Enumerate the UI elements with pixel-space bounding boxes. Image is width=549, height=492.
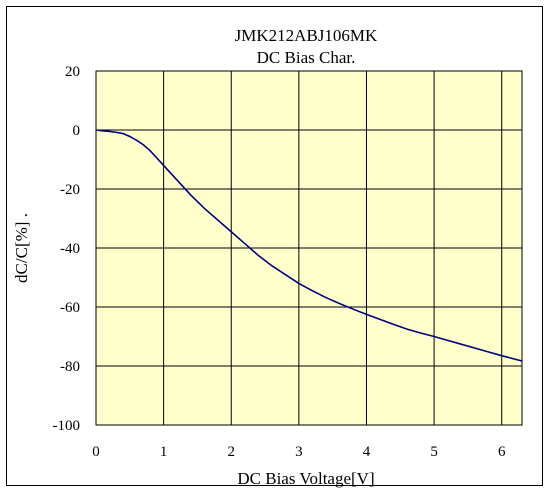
x-tick-label: 3: [295, 444, 303, 460]
x-tick-label: 6: [498, 444, 506, 460]
plot-border: [95, 70, 523, 426]
y-tick-label: -40: [60, 241, 80, 257]
x-tick-label: 4: [363, 444, 371, 460]
x-tick-label: 5: [430, 444, 438, 460]
y-tick-label: -100: [53, 418, 81, 434]
y-tick-label: -20: [60, 182, 80, 198]
chart-title: JMK212ABJ106MK: [235, 26, 378, 45]
x-tick-label: 0: [92, 444, 100, 460]
y-tick-label: 20: [65, 64, 80, 80]
x-tick-label: 2: [227, 444, 235, 460]
y-tick-label: -60: [60, 300, 80, 316]
tick-labels: 0 1 2 3 4 5 6 20 0 -20 -40 -60 -80 -100: [53, 64, 506, 460]
grid-lines: [96, 71, 522, 425]
y-axis-label: dC/C[%] .: [12, 213, 31, 283]
series-line: [95, 129, 523, 362]
x-axis-label: DC Bias Voltage[V]: [237, 469, 374, 488]
y-tick-label: -80: [60, 359, 80, 375]
chart-subtitle: DC Bias Char.: [257, 48, 356, 67]
y-tick-label: 0: [73, 123, 81, 139]
x-tick-label: 1: [160, 444, 168, 460]
